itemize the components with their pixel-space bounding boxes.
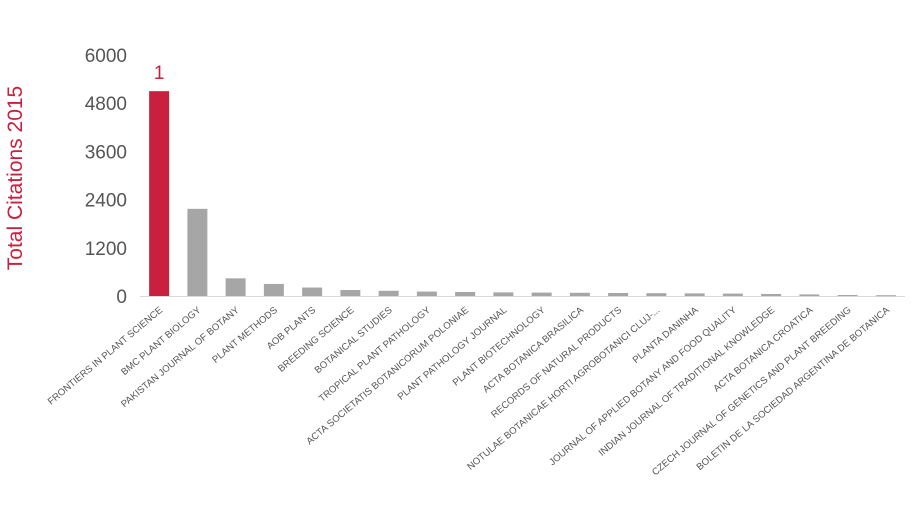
y-tick-label: 1200	[85, 239, 127, 260]
bar	[799, 294, 820, 296]
y-tick-label: 0	[116, 287, 127, 308]
bar	[378, 290, 399, 296]
bar	[875, 295, 896, 297]
bar	[340, 289, 361, 296]
bar	[684, 293, 705, 296]
bar	[187, 208, 208, 296]
y-tick-label: 4800	[85, 94, 127, 115]
x-tick-label: PLANTA DANINHA	[631, 304, 701, 365]
bar	[608, 292, 629, 296]
bar	[302, 287, 323, 296]
bar	[455, 291, 476, 296]
bar	[569, 292, 590, 296]
bar-highlighted	[149, 91, 170, 297]
bar	[646, 293, 667, 296]
x-tick-label: PLANT METHODS	[210, 305, 279, 366]
bar	[225, 278, 246, 296]
bar	[761, 293, 782, 296]
bar	[263, 283, 284, 296]
y-tick-label: 6000	[85, 46, 127, 67]
bar	[531, 292, 552, 296]
y-axis-ticks: 0 1200 2400 3600 4800 6000	[85, 46, 127, 308]
y-tick-label: 2400	[85, 191, 127, 212]
highlight-rank-annotation: 1	[154, 63, 165, 84]
bar	[493, 292, 514, 296]
y-tick-label: 3600	[85, 142, 127, 163]
bars	[149, 91, 896, 297]
x-tick-label: INDIAN JOURNAL OF TRADITIONAL KNOWLEDGE	[597, 305, 777, 459]
bar	[416, 291, 437, 296]
y-axis-label: Total Citations 2015	[4, 86, 27, 270]
bar	[837, 294, 858, 296]
bar	[722, 293, 743, 296]
